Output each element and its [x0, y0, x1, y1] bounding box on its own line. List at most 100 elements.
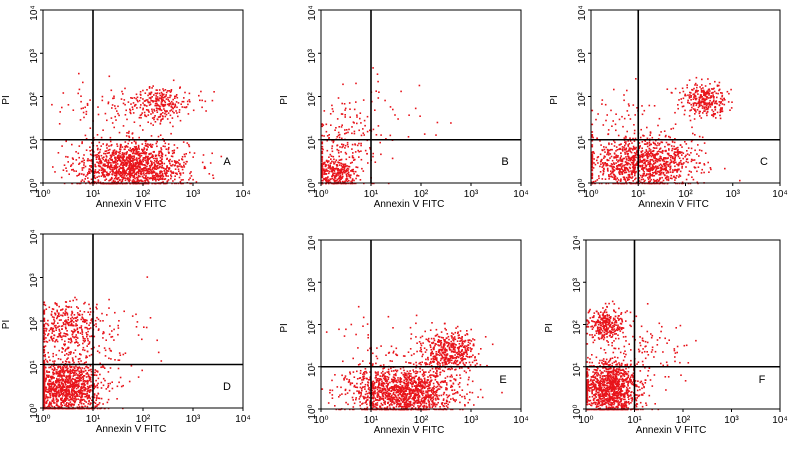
data-point-a-1-289 [181, 100, 184, 103]
data-point-a-0-840 [104, 160, 106, 162]
data-point-c-0-430 [674, 151, 677, 154]
data-point-a-0-1117 [181, 156, 184, 158]
data-point-b-0-205 [347, 169, 349, 172]
data-point-a-0-116 [156, 145, 158, 148]
data-point-a-2-37 [114, 107, 117, 110]
data-point-d-0-567 [61, 371, 63, 374]
data-point-c-1-154 [699, 86, 701, 88]
data-point-c-0-66 [627, 159, 630, 162]
data-point-b-1-65 [358, 150, 360, 153]
data-point-a-0-753 [153, 166, 156, 169]
data-point-a-0-93 [102, 164, 104, 167]
data-point-c-0-659 [644, 174, 647, 177]
data-point-a-0-589 [138, 148, 140, 150]
data-point-a-0-483 [67, 156, 69, 158]
data-point-a-1-158 [162, 97, 164, 99]
data-point-d-0-1140 [53, 388, 55, 391]
data-point-b-2-11 [414, 107, 417, 110]
data-point-a-1-63 [150, 113, 152, 115]
data-point-a-1-40 [160, 91, 163, 94]
data-point-a-0-628 [166, 170, 169, 172]
data-point-c-0-750 [659, 169, 662, 172]
data-point-d-0-173 [46, 399, 49, 401]
data-point-b-0-176 [346, 167, 349, 170]
data-point-a-0-1029 [155, 161, 158, 163]
data-point-c-0-560 [651, 175, 654, 177]
data-point-a-0-1039 [160, 175, 163, 177]
data-point-c-0-864 [644, 162, 646, 165]
data-point-c-0-575 [625, 150, 628, 153]
data-point-c-1-288 [703, 100, 706, 102]
data-point-a-0-1103 [71, 169, 73, 171]
data-point-d-0-1072 [76, 374, 78, 376]
data-point-c-0-419 [620, 165, 622, 167]
data-point-d-0-1054 [43, 385, 46, 388]
data-point-a-0-1227 [159, 160, 161, 162]
data-point-a-0-584 [164, 168, 166, 170]
data-point-d-0-1075 [66, 375, 68, 378]
data-point-c-1-95 [718, 101, 721, 103]
data-point-b-1-70 [332, 140, 335, 142]
data-point-b-1-157 [353, 132, 356, 135]
data-point-a-0-1251 [83, 180, 85, 183]
data-point-a-0-1225 [119, 160, 122, 162]
data-point-a-1-105 [138, 116, 141, 119]
data-point-b-1-44 [356, 166, 359, 169]
data-point-a-0-975 [136, 160, 139, 162]
data-point-c-0-1003 [619, 158, 622, 160]
data-point-b-1-112 [348, 156, 351, 158]
data-point-c-0-606 [626, 179, 629, 181]
data-point-d-0-459 [59, 366, 61, 368]
data-point-c-0-926 [660, 171, 663, 174]
data-point-d-0-828 [45, 394, 48, 396]
data-point-a-0-437 [160, 160, 162, 162]
data-point-a-0-157 [137, 153, 139, 155]
data-point-a-1-22 [154, 102, 157, 105]
data-point-a-0-550 [110, 162, 112, 164]
data-point-a-0-1254 [81, 160, 84, 163]
data-point-d-0-686 [83, 403, 85, 405]
data-point-d-0-364 [111, 387, 114, 390]
data-point-a-0-879 [132, 159, 134, 162]
data-point-a-0-1104 [89, 172, 91, 174]
data-point-c-0-132 [703, 163, 705, 165]
data-point-a-0-814 [113, 165, 116, 167]
data-point-a-0-701 [128, 136, 131, 139]
data-point-c-2-3 [607, 133, 609, 136]
data-point-d-0-691 [97, 403, 100, 406]
data-point-b-0-172 [345, 169, 348, 171]
data-point-c-0-592 [649, 159, 652, 161]
data-point-c-0-693 [673, 169, 676, 172]
data-point-c-0-65 [604, 151, 606, 153]
data-point-d-0-891 [88, 385, 91, 387]
data-point-a-0-1240 [145, 160, 147, 162]
data-point-a-1-281 [185, 106, 187, 109]
data-point-c-1-204 [700, 91, 703, 93]
data-point-a-0-126 [65, 167, 67, 169]
data-point-d-0-1017 [52, 355, 54, 358]
data-point-d-0-825 [59, 372, 61, 375]
y-tick-label: 10⁰ [577, 178, 588, 193]
data-point-a-0-1237 [171, 152, 174, 155]
data-point-a-1-132 [176, 96, 179, 99]
x-axis-title: Annexin V FITC [638, 199, 709, 210]
data-point-c-0-541 [643, 171, 645, 173]
data-point-a-1-203 [150, 99, 152, 102]
data-point-a-0-1265 [144, 180, 147, 182]
data-point-b-2-5 [380, 153, 382, 156]
data-point-a-2-5 [133, 97, 136, 99]
data-point-a-0-815 [168, 168, 170, 170]
data-point-a-0-520 [135, 173, 138, 176]
data-point-a-0-1171 [98, 169, 101, 171]
data-point-a-1-31 [175, 95, 177, 98]
data-point-c-0-339 [602, 173, 604, 176]
data-point-d-0-458 [57, 406, 59, 408]
data-point-d-0-717 [73, 398, 75, 400]
data-point-a-1-178 [148, 93, 151, 95]
data-point-c-1-34 [678, 99, 680, 101]
data-point-a-1-115 [179, 86, 181, 88]
data-point-c-1-82 [705, 106, 707, 108]
data-point-d-0-588 [88, 377, 91, 379]
data-point-a-1-217 [213, 91, 215, 93]
data-point-d-0-203 [97, 377, 100, 380]
